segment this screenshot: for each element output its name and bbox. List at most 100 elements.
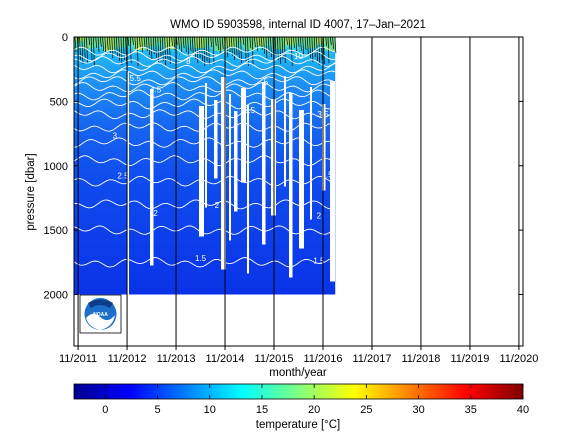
profile-tick [90, 37, 93, 63]
profile-tick [249, 37, 252, 49]
data-gaps [127, 72, 335, 295]
profile-tick [148, 37, 150, 56]
data-gap [214, 100, 218, 179]
profile-tick [127, 37, 130, 47]
data-gap [199, 106, 204, 237]
colorbar-tick-label: 20 [308, 404, 320, 416]
contour-label: 3 [113, 132, 118, 141]
surface-patch [144, 37, 155, 46]
profile-tick [208, 37, 210, 66]
profile-tick [168, 37, 171, 65]
surface-patch [94, 37, 105, 44]
contour-label: 8 [186, 57, 191, 66]
profile-tick [334, 37, 337, 54]
y-axis-label: pressure [dbar] [25, 153, 37, 230]
profile-tick [274, 37, 277, 57]
profile-tick [189, 37, 192, 52]
data-gap [299, 110, 304, 249]
isotherm-line [74, 46, 336, 56]
profile-tick [270, 37, 272, 58]
contour-label: 2 [317, 212, 322, 221]
profile-tick [251, 37, 254, 66]
profile-tick [81, 37, 84, 65]
profile-tick [277, 37, 279, 61]
profile-tick [293, 37, 295, 49]
profile-tick [318, 37, 321, 66]
profile-tick [191, 37, 194, 56]
isotherm-line [74, 69, 336, 80]
data-gap [127, 72, 129, 295]
profile-tick [219, 37, 222, 55]
x-tick-label: 11/2015 [255, 353, 294, 365]
data-gap [330, 81, 335, 282]
isotherm-line [74, 51, 336, 62]
y-tick-label: 0 [62, 32, 68, 44]
colorbar [73, 383, 524, 400]
isotherm-line [74, 62, 336, 74]
chart-title: WMO ID 5903598, internal ID 4007, 17–Jan… [170, 19, 426, 31]
surface-patch [74, 37, 85, 41]
profile-tick [129, 37, 132, 64]
profile-tick [171, 37, 173, 47]
data-gap [221, 77, 226, 270]
colorbar-tick-label: 25 [360, 404, 372, 416]
profile-tick [263, 37, 265, 55]
surface-patch [114, 37, 125, 47]
svg-text:NOAA: NOAA [93, 312, 108, 318]
contour-label: 2 [153, 209, 158, 218]
y-tick-label: 500 [50, 96, 68, 108]
surface-patch [224, 37, 236, 47]
surface-patch [134, 37, 145, 50]
surface-patch [174, 37, 186, 45]
profile-tick [86, 37, 88, 64]
profile-tick [311, 37, 314, 63]
contour-label: 3.5 [244, 106, 256, 115]
profile-tick [120, 37, 123, 66]
profile-tick [313, 37, 316, 58]
profile-tick [185, 37, 187, 53]
colorbar-tick-label: 30 [412, 404, 424, 416]
profile-ticks [74, 37, 337, 67]
isotherm-line [74, 56, 336, 67]
profile-tick [180, 37, 183, 54]
x-tick-label: 11/2019 [450, 353, 489, 365]
profile-tick [258, 37, 261, 47]
colorbar-tick-label: 35 [465, 404, 477, 416]
y-tick-label: 1500 [44, 225, 68, 237]
surface-patch [305, 37, 316, 48]
x-tick-label: 11/2020 [499, 353, 538, 365]
contour-label: 5.5 [130, 74, 142, 83]
colorbar-ticks: 0 5 10 15 20 25 30 35 40 [102, 384, 529, 416]
surface-patch [284, 37, 296, 45]
profile-tick [332, 37, 334, 50]
surface-patch [154, 37, 165, 42]
profile-tick [102, 37, 104, 52]
data-gap [289, 93, 293, 278]
surface-patch [104, 37, 115, 51]
profile-tick [134, 37, 137, 50]
profile-tick [212, 37, 215, 65]
profile-tick [283, 37, 286, 64]
profile-tick [93, 37, 95, 67]
profile-tick [221, 37, 224, 50]
profile-tick [286, 37, 288, 46]
data-gap [150, 89, 154, 266]
profile-tick [237, 37, 240, 60]
profile-tick [116, 37, 118, 58]
profile-tick [309, 37, 311, 59]
profile-tick [194, 37, 196, 60]
noaa-logo: NOAA [79, 294, 122, 334]
profile-tick [141, 37, 144, 53]
profile-tick [162, 37, 164, 62]
y-tick-label: 2000 [44, 290, 68, 302]
profile-tick [201, 37, 203, 63]
profile-tick [109, 37, 111, 55]
profile-tick [214, 37, 217, 47]
profile-tick [302, 37, 305, 56]
x-axis-label: month/year [269, 367, 327, 379]
profile-tick [139, 37, 141, 49]
surface-patch [315, 37, 326, 44]
profile-tick [244, 37, 247, 63]
contour-label: 1.5 [195, 254, 207, 263]
x-tick-label: 11/2012 [108, 353, 147, 365]
